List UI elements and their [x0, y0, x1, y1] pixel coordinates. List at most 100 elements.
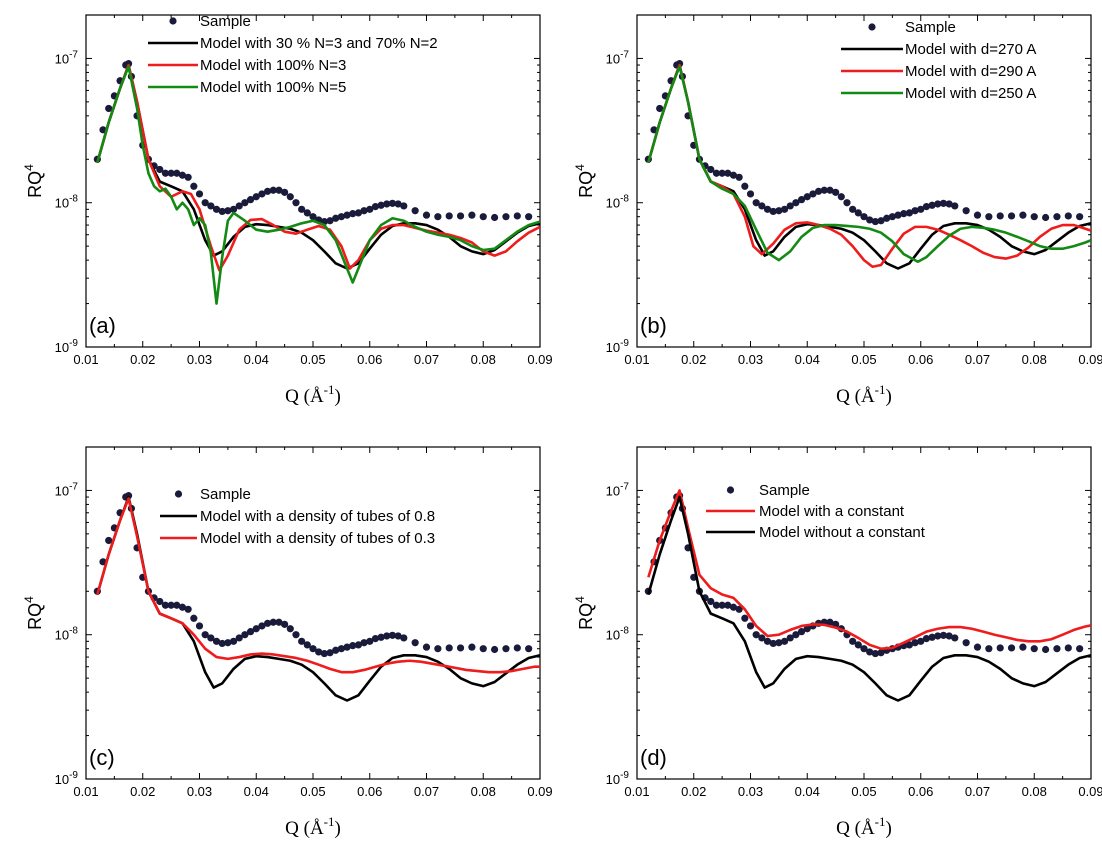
x-tick-label: 0.03 — [187, 784, 212, 799]
sample-point — [320, 649, 328, 658]
sample-point — [434, 645, 442, 653]
sample-point — [752, 631, 760, 639]
sample-point — [275, 618, 283, 626]
sample-point — [860, 645, 868, 653]
sample-point — [934, 632, 942, 640]
sample-point — [513, 212, 521, 220]
sample-point — [167, 601, 175, 609]
legend: Sample Model with d=270 A Model with d=290… — [841, 19, 1036, 102]
model-line-1 — [647, 489, 1091, 650]
plot-area — [93, 60, 540, 305]
sample-point — [917, 637, 925, 645]
sample-point — [729, 171, 738, 179]
legend-marker — [169, 17, 177, 25]
y-axis-label: RQ4 — [22, 596, 45, 630]
sample-point — [479, 213, 487, 221]
x-tick-label: 0.02 — [130, 352, 155, 367]
sample-point — [264, 187, 272, 195]
panel-letter: (b) — [640, 313, 667, 338]
sample-point — [190, 182, 198, 190]
chart-panel-c: 0.01 0.02 0.03 0.04 0.05 0.06 0.07 0.08 0.09 10-9… — [22, 446, 553, 839]
sample-point — [468, 211, 476, 219]
sample-point — [411, 639, 419, 647]
sample-point — [712, 601, 721, 609]
x-tick-label: 0.06 — [357, 784, 382, 799]
sample-point — [928, 201, 936, 209]
y-tick-label: 10-9 — [606, 338, 630, 355]
sample-point — [780, 205, 789, 213]
legend-label: Sample — [200, 486, 251, 503]
plot-area — [644, 60, 1091, 270]
sample-point — [854, 209, 862, 217]
sample-point — [951, 202, 959, 210]
sample-point — [962, 207, 970, 215]
sample-point — [366, 637, 374, 645]
sample-point — [269, 186, 277, 194]
x-tick-label: 0.02 — [681, 352, 706, 367]
sample-point — [332, 646, 340, 654]
sample-point — [849, 637, 857, 645]
sample-point — [854, 641, 862, 649]
sample-point — [1007, 644, 1016, 652]
legend-marker — [726, 486, 735, 494]
sample-point — [866, 216, 874, 224]
sample-point — [928, 633, 936, 641]
legend-marker — [174, 490, 183, 498]
sample-point — [769, 639, 777, 648]
sample-point — [286, 625, 294, 633]
plot-frame — [85, 446, 541, 780]
legend-label: Sample — [759, 482, 810, 499]
sample-point — [888, 213, 896, 221]
sample-point — [775, 639, 783, 647]
sample-point — [1019, 211, 1027, 219]
sample-point — [292, 631, 300, 639]
y-axis-label: RQ4 — [573, 164, 596, 198]
sample-point — [809, 190, 817, 198]
sample-point — [377, 633, 385, 641]
legend-label: Model with 30 % N=3 and 70% N=2 — [200, 35, 438, 52]
model-line-2 — [647, 63, 1091, 269]
sample-point — [309, 213, 317, 221]
sample-point — [911, 639, 919, 647]
legend-label: Model with a constant — [759, 503, 905, 520]
legend-label: Model with 100% N=3 — [200, 57, 346, 74]
y-tick-label: 10-9 — [55, 770, 79, 787]
sample-point — [229, 637, 238, 645]
sample-point — [877, 649, 885, 657]
sample-point — [394, 200, 402, 208]
sample-point — [1053, 213, 1061, 221]
sample-point — [675, 60, 684, 68]
sample-point — [939, 199, 948, 207]
sample-point — [1042, 645, 1050, 654]
sample-point — [843, 199, 851, 207]
sample-point — [758, 634, 766, 642]
sample-point — [212, 637, 221, 645]
legend-label: Model with d=270 A — [905, 41, 1036, 58]
sample-point — [207, 202, 215, 210]
sample-point — [724, 169, 732, 177]
x-tick-label: 0.06 — [357, 352, 382, 367]
sample-point — [337, 213, 345, 221]
sample-point — [917, 205, 925, 213]
x-axis-label: Q (Å-1) — [836, 814, 892, 839]
sample-point — [792, 199, 800, 207]
sample-point — [337, 645, 345, 653]
y-tick-label: 10-8 — [606, 194, 630, 211]
sample-point — [502, 645, 510, 653]
y-tick-label: 10-7 — [606, 481, 630, 498]
sample-point — [161, 169, 170, 177]
sample-point — [184, 173, 192, 181]
sample-point — [281, 188, 289, 196]
sample-point — [105, 104, 113, 113]
y-tick-label: 10-9 — [606, 770, 630, 787]
sample-point — [252, 625, 260, 633]
sample-point — [224, 207, 232, 215]
sample-point — [445, 212, 453, 220]
sample-point — [803, 625, 811, 633]
sample-point — [1053, 645, 1061, 653]
sample-point — [973, 643, 982, 651]
sample-point — [1007, 212, 1016, 220]
sample-point — [826, 186, 834, 194]
panel-letter: (a) — [89, 313, 116, 338]
